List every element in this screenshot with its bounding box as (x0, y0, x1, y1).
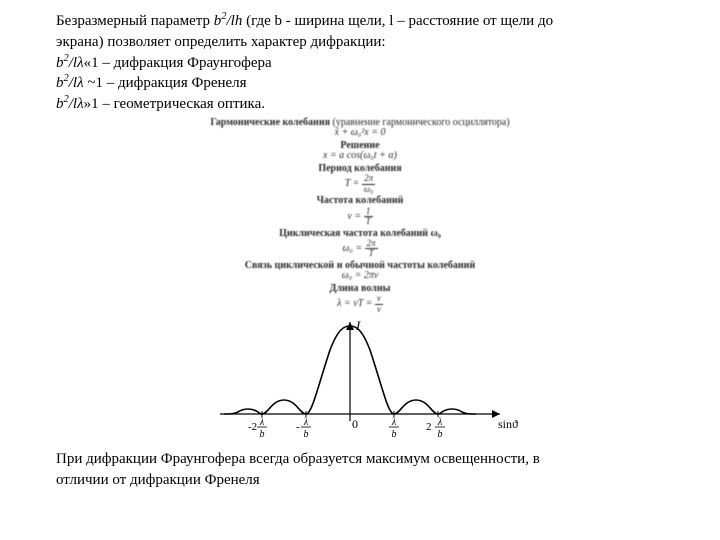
e5-den: T (365, 249, 378, 258)
e5-pre: ω₀ = (342, 243, 364, 254)
e7-den: ν (375, 305, 383, 314)
condition-2: b2/lλ ~1 – дифракция Френеля (56, 74, 664, 93)
y-label: I (355, 318, 361, 333)
intro-line1: Безразмерный параметр b2/lh (где b - шир… (56, 12, 664, 31)
c1-param: b (56, 55, 64, 71)
c3-text: »1 – геометрическая оптика. (84, 96, 265, 112)
tick-m1-pre: - (296, 421, 300, 433)
c2-over: /lλ (69, 75, 88, 91)
condition-1: b2/lλ«1 – дифракция Фраунгофера (56, 54, 664, 73)
page: Безразмерный параметр b2/lh (где b - шир… (0, 0, 720, 490)
tick-p1-num: λ (391, 417, 397, 428)
c2-param: b (56, 75, 64, 91)
f-eq-6: ω₀ = 2πν (160, 271, 560, 282)
f-title-3: Период колебания (160, 164, 560, 175)
intro-line2: экрана) позволяет определить характер ди… (56, 33, 664, 52)
graph-svg: I sinϑ 0 -2 λ b - λ b λ b 2 λ b (200, 316, 520, 446)
tick-m2-pre: -2 (248, 421, 257, 433)
tick-0: 0 (352, 417, 358, 431)
intro-text-b: (где b - ширина щели, l – расстояние от … (242, 13, 553, 29)
tick-m2-den: b (260, 429, 265, 440)
e3-pre: T = (345, 178, 362, 189)
tick-p2-num: λ (437, 417, 443, 428)
x-label: sinϑ (498, 417, 518, 431)
param-over: /lh (227, 13, 243, 29)
f-title-7: Длина волны (160, 284, 560, 295)
f-eq-4: ν = 1T (160, 207, 560, 227)
e5-frac: 2πT (365, 239, 378, 259)
diffraction-graph: I sinϑ 0 -2 λ b - λ b λ b 2 λ b (200, 316, 520, 446)
e7-pre: λ = vT = (337, 299, 375, 310)
e4-den: T (364, 217, 373, 226)
condition-3: b2/lλ»1 – геометрическая оптика. (56, 95, 664, 114)
formula-stack: Гармонические колебания (уравнение гармо… (160, 118, 560, 315)
tick-p2-den: b (438, 429, 443, 440)
e3-den: ω₀ (362, 185, 375, 194)
f-eq-3: T = 2πω₀ (160, 174, 560, 194)
e4-pre: ν = (347, 211, 363, 222)
tick-m2-num: λ (259, 417, 265, 428)
f-title-1b: (уравнение гармонического осциллятора) (333, 117, 510, 128)
f-eq-7: λ = vT = vν (160, 294, 560, 314)
c1-over: /lλ (69, 55, 84, 71)
tick-m1-num: λ (303, 417, 309, 428)
c1-text: «1 – дифракция Фраунгофера (84, 55, 272, 71)
f-eq-1: ẍ + ω₀²x = 0 (160, 128, 560, 139)
outro-line1: При дифракции Фраунгофера всегда образуе… (56, 450, 664, 469)
e4-frac: 1T (364, 207, 373, 227)
e3-frac: 2πω₀ (362, 174, 375, 194)
c3-over: /lλ (69, 96, 84, 112)
f-title-1a: Гармонические колебания (210, 117, 332, 128)
e7-frac: vν (375, 294, 383, 314)
f-eq-5: ω₀ = 2πT (160, 239, 560, 259)
f-title-4: Частота колебаний (160, 196, 560, 207)
tick-p1-den: b (392, 429, 397, 440)
f-title-5: Циклическая частота колебаний ω₀ (160, 229, 560, 240)
tick-p2-pre: 2 (426, 421, 432, 433)
c3-param: b (56, 96, 64, 112)
c2-text: ~1 – дифракция Френеля (87, 75, 246, 91)
f-eq-2: x = a cos(ω₀t + α) (160, 151, 560, 162)
intro-text-a: Безразмерный параметр (56, 13, 214, 29)
tick-m1-den: b (304, 429, 309, 440)
outro-line2: отличии от дифракции Френеля (56, 471, 664, 490)
